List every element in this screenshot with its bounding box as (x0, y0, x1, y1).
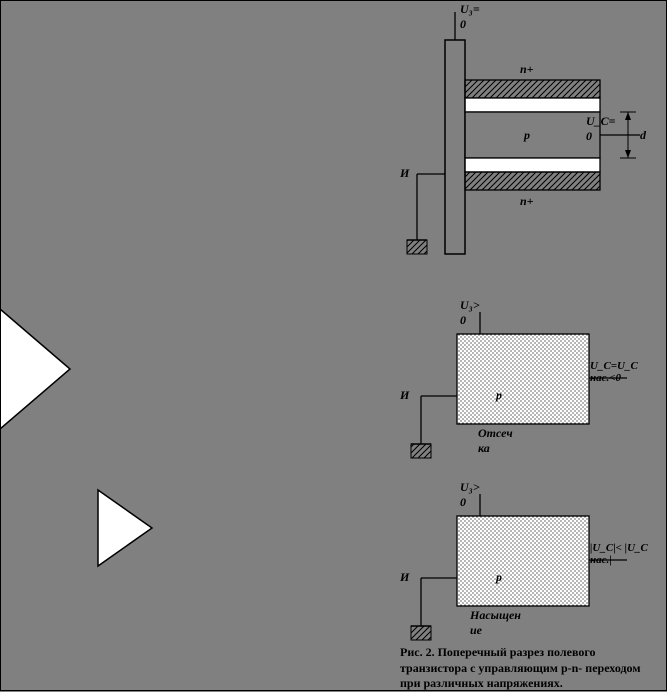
fig1-source-label: И (400, 166, 409, 181)
figure-caption: Рис. 2. Поперечный разрез полевого транз… (400, 645, 650, 692)
fig2-source-label: И (400, 388, 409, 403)
fig3-drain-label: |U_C|< |U_C нас.| (590, 542, 648, 566)
diagram-canvas (0, 0, 667, 691)
fig2-drain-label: U_C=U_C нас.<0 (590, 360, 638, 384)
fig3-source-label: И (400, 570, 409, 585)
fig2 (411, 312, 627, 458)
fig1-nplus-top: n+ (520, 62, 534, 77)
fig1-d-label: d (640, 128, 646, 143)
fig1-drain-label: U_C= 0 (586, 114, 616, 144)
fig2-p: p (496, 388, 502, 403)
fig2-sub-label: Отсеч ка (478, 426, 513, 456)
fig3-p: p (496, 570, 502, 585)
fig3-sub-label: Насыщен ие (470, 608, 521, 638)
fig3-gate-label: U₃> 0 (460, 480, 480, 510)
left-arrow-large (0, 309, 70, 429)
fig2-gate-label: U₃> 0 (460, 298, 480, 328)
fig1-gate-label: U₃= 0 (460, 2, 480, 32)
left-arrow-small (98, 490, 152, 566)
fig1-nplus-bot: n+ (520, 194, 534, 209)
fig1-p: p (524, 128, 530, 143)
